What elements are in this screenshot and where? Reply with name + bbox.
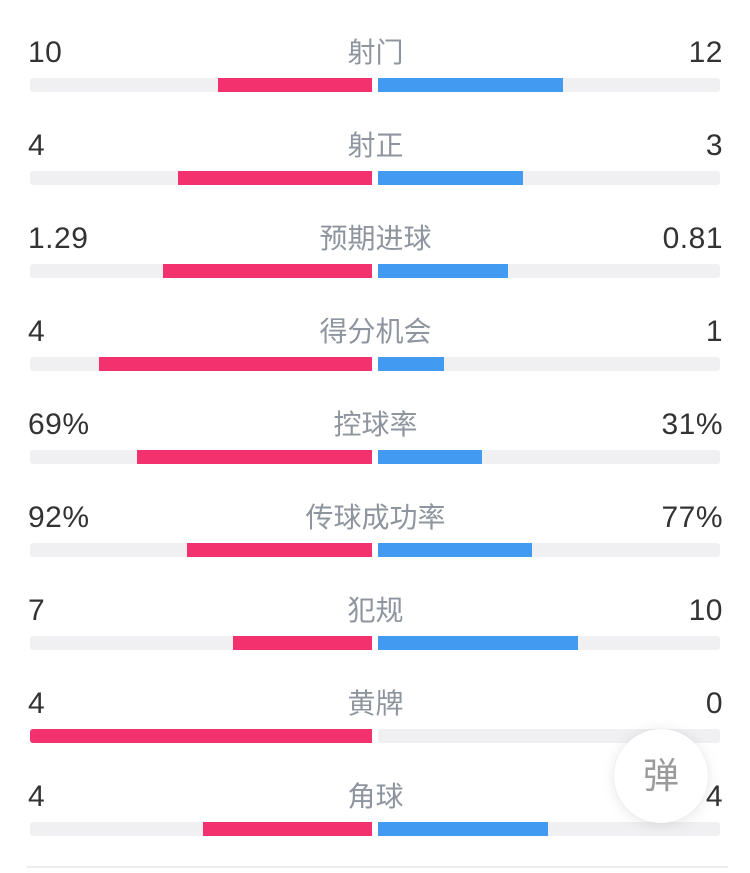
stat-row: 92% 传球成功率 77% (0, 465, 750, 558)
stat-left-value: 4 (28, 780, 46, 813)
stat-right-value: 31% (661, 408, 723, 441)
stat-row: 1.29 预期进球 0.81 (0, 186, 750, 279)
danmaku-fab-button[interactable]: 弹 (614, 729, 708, 823)
stat-left-value: 69% (28, 408, 90, 441)
stat-row-header: 69% 控球率 31% (28, 408, 723, 442)
bar-right (375, 357, 444, 371)
bar-left (218, 78, 375, 92)
bar-track (30, 357, 720, 371)
stat-right-value: 12 (688, 36, 723, 69)
bar-track (30, 636, 720, 650)
stat-label: 射门 (347, 37, 404, 68)
stat-label: 角球 (347, 781, 404, 812)
stat-label: 预期进球 (319, 223, 432, 254)
danmaku-fab-label: 弹 (642, 755, 679, 796)
bottom-divider (27, 866, 728, 868)
bar-center-gap (372, 78, 378, 92)
stat-row: 69% 控球率 31% (0, 372, 750, 465)
stat-row: 7 犯规 10 (0, 558, 750, 651)
stat-label: 射正 (347, 130, 404, 161)
bar-center-gap (372, 543, 378, 557)
stat-right-value: 0.81 (662, 222, 723, 255)
bar-left (136, 450, 375, 464)
bar-left (30, 729, 375, 743)
bar-track (30, 543, 720, 557)
bar-center-gap (372, 822, 378, 836)
stat-right-value: 77% (661, 501, 723, 534)
stat-row-header: 4 射正 3 (28, 129, 723, 163)
bar-left (187, 543, 375, 557)
bar-right (375, 636, 578, 650)
stat-row-header: 10 射门 12 (28, 36, 723, 70)
bar-left (177, 171, 375, 185)
stat-right-value: 1 (705, 315, 723, 348)
bar-center-gap (372, 636, 378, 650)
stat-row: 10 射门 12 (0, 0, 750, 93)
stat-left-value: 4 (28, 315, 46, 348)
bar-track (30, 171, 720, 185)
bar-center-gap (372, 171, 378, 185)
stat-left-value: 7 (28, 594, 46, 627)
bar-left (99, 357, 375, 371)
stat-row-header: 4 得分机会 1 (28, 315, 723, 349)
bar-track (30, 78, 720, 92)
bar-right (375, 171, 523, 185)
stat-left-value: 92% (28, 501, 90, 534)
stat-row-header: 1.29 预期进球 0.81 (28, 222, 723, 256)
stat-label: 黄牌 (347, 688, 404, 719)
stat-label: 控球率 (333, 409, 418, 440)
bar-left (232, 636, 375, 650)
stat-row: 4 得分机会 1 (0, 279, 750, 372)
stat-right-value: 4 (705, 780, 723, 813)
bar-right (375, 78, 564, 92)
stat-right-value: 0 (705, 687, 723, 720)
bar-track (30, 822, 720, 836)
bar-right (375, 450, 482, 464)
stat-left-value: 4 (28, 129, 46, 162)
bar-center-gap (372, 729, 378, 743)
stat-row: 4 黄牌 0 (0, 651, 750, 744)
bar-track (30, 264, 720, 278)
bar-right (375, 543, 533, 557)
stat-row: 4 角球 4 (0, 744, 750, 837)
bar-right (375, 822, 548, 836)
stat-row-header: 7 犯规 10 (28, 594, 723, 628)
stat-left-value: 1.29 (28, 222, 89, 255)
stat-row-header: 4 黄牌 0 (28, 687, 723, 721)
bar-center-gap (372, 450, 378, 464)
bar-left (163, 264, 375, 278)
stat-right-value: 3 (705, 129, 723, 162)
bar-center-gap (372, 357, 378, 371)
stat-label: 得分机会 (319, 316, 432, 347)
stat-label: 犯规 (347, 595, 404, 626)
stat-left-value: 10 (28, 36, 63, 69)
stat-row-header: 4 角球 4 (28, 780, 723, 814)
stat-right-value: 10 (688, 594, 723, 627)
stat-row: 4 射正 3 (0, 93, 750, 186)
bar-track (30, 729, 720, 743)
stat-label: 传球成功率 (305, 502, 446, 533)
stat-left-value: 4 (28, 687, 46, 720)
bar-track (30, 450, 720, 464)
stats-list: 10 射门 12 4 射正 3 1.29 预期进球 0.81 (0, 0, 750, 837)
bar-center-gap (372, 264, 378, 278)
stat-row-header: 92% 传球成功率 77% (28, 501, 723, 535)
bar-left (202, 822, 375, 836)
bar-right (375, 264, 509, 278)
